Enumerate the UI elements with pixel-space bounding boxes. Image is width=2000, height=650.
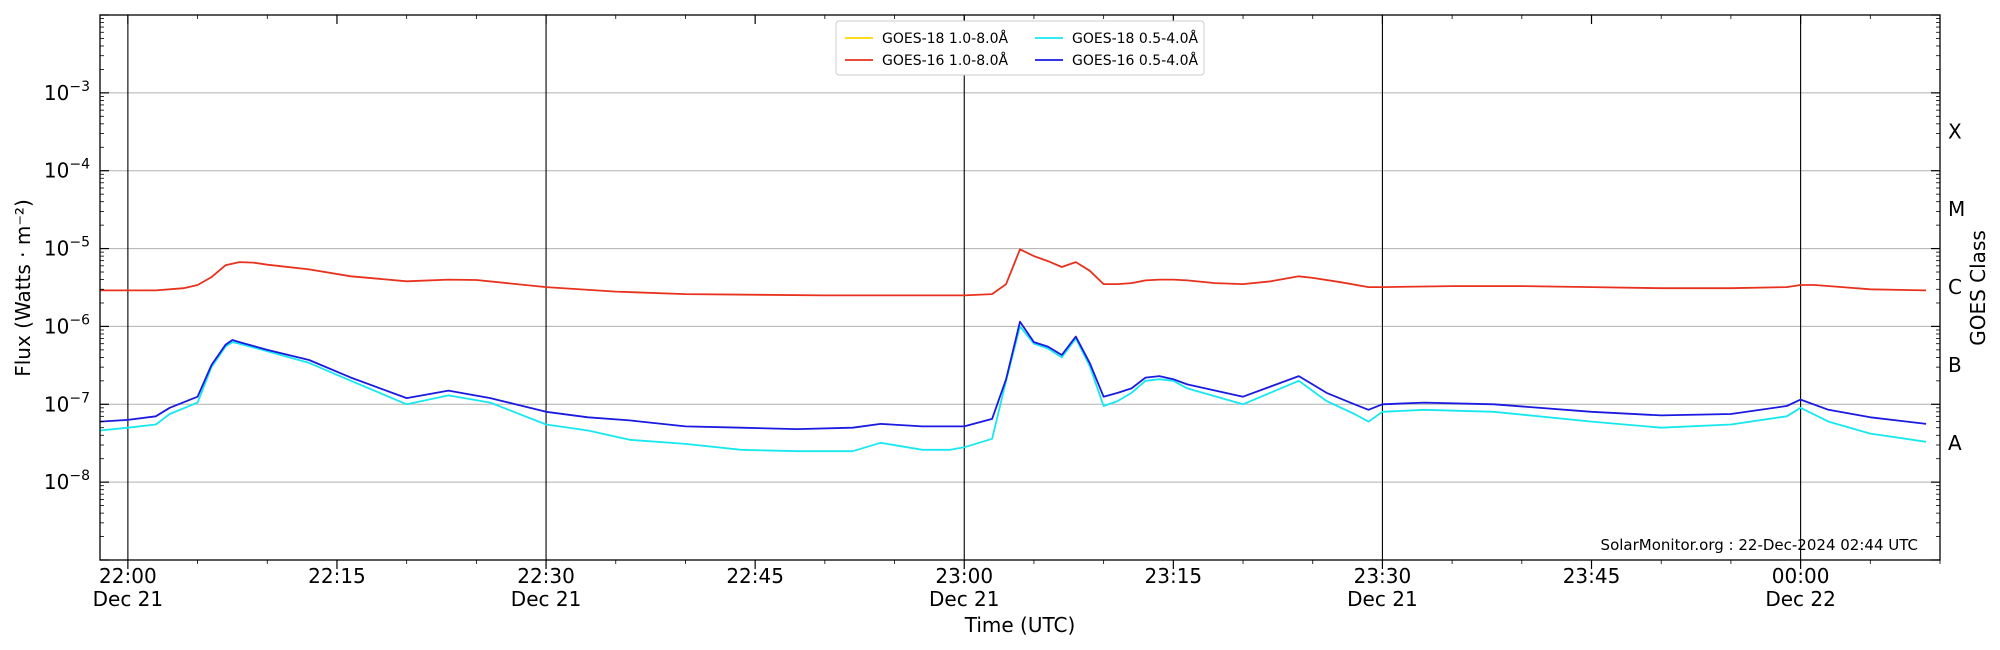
goes-class-labels: A B C M X <box>1948 119 1965 454</box>
x-tick-label-time: 23:30 <box>1354 564 1412 588</box>
x-tick-label-time: 22:15 <box>308 564 366 588</box>
y-tick-exponent: −7 <box>69 390 90 406</box>
series-line-2 <box>99 325 1927 453</box>
goes-class-a: A <box>1948 431 1962 455</box>
y-tick-mantissa: 10 <box>44 81 69 105</box>
x-tick-label-date: Dec 21 <box>511 587 582 611</box>
y-tick-label: 10−8 <box>44 468 90 494</box>
x-tick-label-time: 22:30 <box>517 564 575 588</box>
plot-frame <box>99 14 1941 561</box>
goes-class-m: M <box>1948 197 1965 221</box>
legend-label: GOES-18 1.0-8.0Å <box>882 30 1008 47</box>
series-line-3 <box>99 320 1927 431</box>
x-tick-label-time: 22:45 <box>726 564 784 588</box>
legend-label: GOES-16 1.0-8.0Å <box>882 52 1008 69</box>
x-tick-label-time: 23:15 <box>1145 564 1203 588</box>
goes-class-x: X <box>1948 119 1962 143</box>
y-axis-title: Flux (Watts · m⁻²) <box>11 199 35 377</box>
x-tick-label-time: 00:00 <box>1772 564 1830 588</box>
series-line-1 <box>100 248 1927 297</box>
x-tick-label-time: 23:45 <box>1563 564 1621 588</box>
day-vertical-lines <box>127 15 1802 560</box>
x-tick-label-time: 22:00 <box>99 564 157 588</box>
y-tick-exponent: −6 <box>69 312 90 328</box>
y-tick-exponent: −8 <box>69 468 90 484</box>
y-axis-ticks: 10−810−710−610−510−410−3 <box>44 14 1940 561</box>
y-tick-mantissa: 10 <box>44 392 69 416</box>
y-tick-label: 10−5 <box>44 235 90 261</box>
goes-class-c: C <box>1948 275 1962 299</box>
x-tick-label-date: Dec 21 <box>929 587 1000 611</box>
x-tick-label-date: Dec 21 <box>93 587 164 611</box>
x-tick-label-date: Dec 21 <box>1347 587 1418 611</box>
y-tick-exponent: −3 <box>69 79 90 95</box>
y-tick-exponent: −5 <box>69 235 90 251</box>
y-tick-label: 10−7 <box>44 390 90 416</box>
y2-axis-title: GOES Class <box>1966 230 1990 346</box>
y-tick-mantissa: 10 <box>44 159 69 183</box>
series-layer <box>99 248 1927 453</box>
legend: GOES-18 1.0-8.0Å GOES-16 1.0-8.0Å GOES-18 … <box>835 20 1205 76</box>
y-tick-label: 10−4 <box>44 157 90 183</box>
goes-class-b: B <box>1948 353 1962 377</box>
legend-label: GOES-18 0.5-4.0Å <box>1072 30 1198 47</box>
legend-box <box>835 20 1205 76</box>
x-tick-label-date: Dec 22 <box>1765 587 1836 611</box>
y-tick-mantissa: 10 <box>44 470 69 494</box>
x-axis-title: Time (UTC) <box>964 613 1076 637</box>
y-tick-label: 10−6 <box>44 312 90 338</box>
y-tick-mantissa: 10 <box>44 237 69 261</box>
legend-label: GOES-16 0.5-4.0Å <box>1072 52 1198 69</box>
y-tick-mantissa: 10 <box>44 314 69 338</box>
x-tick-label-time: 23:00 <box>935 564 993 588</box>
y-tick-label: 10−3 <box>44 79 90 105</box>
watermark: SolarMonitor.org : 22-Dec-2024 02:44 UTC <box>1601 536 1918 554</box>
y-tick-exponent: −4 <box>69 157 90 173</box>
